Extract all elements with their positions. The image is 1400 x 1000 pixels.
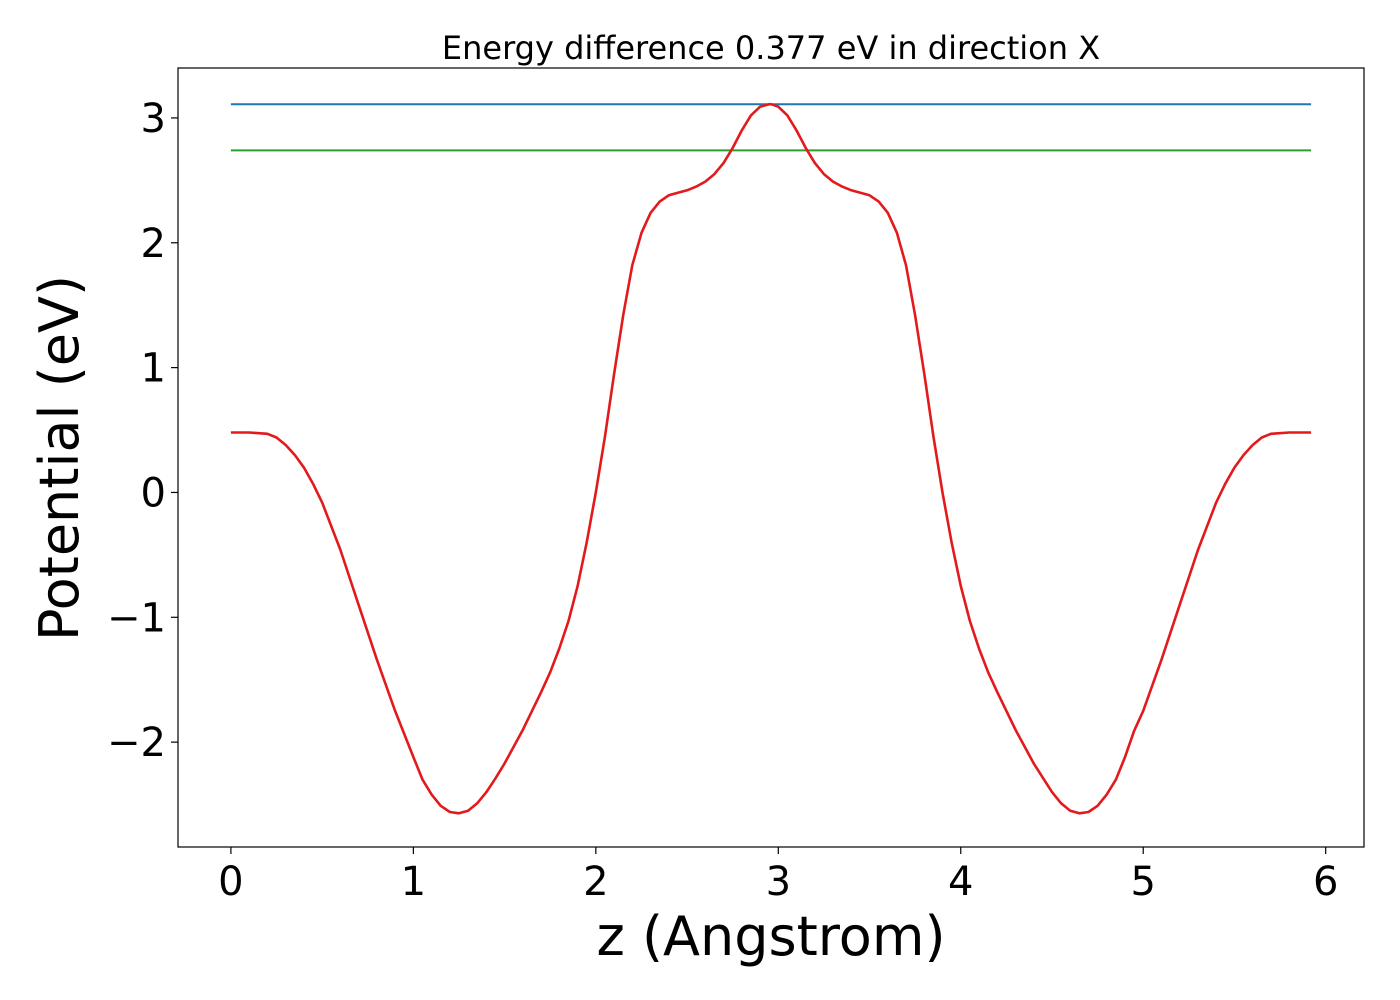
- y-tick-label: 3: [141, 96, 166, 142]
- x-tick-label: 3: [766, 859, 791, 905]
- plot-frame: [177, 67, 1365, 848]
- y-axis-label: Potential (eV): [28, 275, 91, 641]
- series-lines: [230, 102, 1312, 815]
- x-tick-label: 4: [948, 859, 973, 905]
- x-tick-label: 0: [218, 859, 243, 905]
- plot-area: [177, 67, 1365, 848]
- y-tick-label: −1: [107, 595, 166, 641]
- x-axis-ticks: 0 1 2 3 4 5 6: [218, 847, 1338, 905]
- x-tick-label: 2: [583, 859, 608, 905]
- y-tick-label: 2: [141, 221, 166, 267]
- y-tick-label: 1: [141, 346, 166, 392]
- x-tick-label: 1: [401, 859, 426, 905]
- x-tick-label: 6: [1313, 859, 1338, 905]
- chart-title: Energy difference 0.377 eV in direction …: [442, 29, 1100, 67]
- y-tick-label: −2: [107, 720, 166, 766]
- series-line-3: [230, 102, 1312, 815]
- x-axis-label: z (Angstrom): [596, 905, 945, 968]
- y-tick-label: 0: [141, 470, 166, 516]
- y-axis-ticks: −2 −1 0 1 2 3: [107, 96, 178, 766]
- x-tick-label: 5: [1130, 859, 1155, 905]
